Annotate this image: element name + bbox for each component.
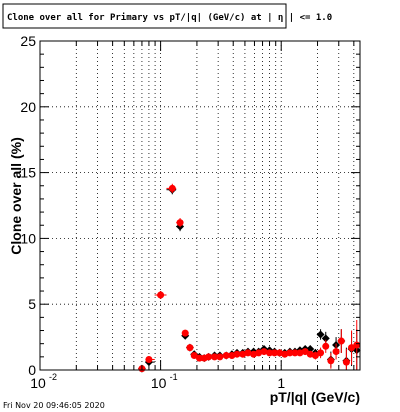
plot-frame <box>39 40 361 371</box>
timestamp-footer: Fri Nov 20 09:46:05 2020 <box>3 401 105 410</box>
data-point <box>233 350 241 358</box>
circle-marker <box>322 342 330 350</box>
circle-marker <box>337 337 345 345</box>
circle-marker <box>211 353 219 361</box>
y-tick-label: 5 <box>28 296 36 312</box>
data-point <box>322 339 330 353</box>
circle-marker <box>286 349 294 357</box>
data-point <box>205 353 213 361</box>
series-1 <box>138 183 361 373</box>
data-point <box>311 351 319 360</box>
data-point <box>216 353 224 361</box>
circle-marker <box>311 352 319 360</box>
data-point <box>211 353 219 361</box>
circle-marker <box>342 358 350 366</box>
data-point <box>145 355 155 363</box>
circle-marker <box>291 349 299 357</box>
title-box <box>2 3 287 29</box>
circle-marker <box>176 219 184 227</box>
y-tick-label: 0 <box>28 362 36 378</box>
circle-marker <box>181 329 189 337</box>
tick-layer <box>39 40 360 371</box>
circle-marker <box>216 353 224 361</box>
data-point <box>222 352 230 360</box>
data-point <box>296 349 304 357</box>
x-tick-label-exponent: -2 <box>49 372 57 382</box>
series-layer <box>137 183 361 373</box>
circle-marker <box>222 352 230 360</box>
data-point <box>190 352 198 360</box>
data-point <box>342 348 350 370</box>
circle-marker <box>266 349 274 357</box>
circle-marker <box>190 352 198 360</box>
x-tick-label: 1 <box>277 375 285 391</box>
data-point <box>317 347 325 359</box>
data-point <box>154 291 167 299</box>
data-point <box>255 349 263 357</box>
y-tick-label: 10 <box>20 230 36 246</box>
circle-marker <box>205 353 213 361</box>
y-tick-label: 20 <box>20 99 36 115</box>
data-point <box>353 319 361 370</box>
circle-marker <box>186 344 194 352</box>
data-point <box>166 183 177 193</box>
data-point <box>244 349 252 357</box>
chart-title: Clone over all for Primary vs pT/|q| (Ge… <box>7 12 332 23</box>
x-axis-title: pT/|q| (GeV/c) <box>270 389 360 405</box>
y-axis-title: Clone over all (%) <box>8 137 24 254</box>
circle-marker <box>255 349 263 357</box>
circle-marker <box>233 350 241 358</box>
diamond-marker <box>316 330 325 339</box>
data-point <box>181 329 189 337</box>
circle-marker <box>317 349 325 357</box>
circle-marker <box>145 355 153 363</box>
circle-marker <box>327 357 335 365</box>
y-tick-label: 15 <box>20 165 36 181</box>
circle-marker <box>332 348 340 356</box>
circle-marker <box>348 344 356 352</box>
data-point <box>260 348 268 356</box>
circle-marker <box>296 349 304 357</box>
circle-marker <box>271 349 279 357</box>
circle-marker <box>353 341 361 349</box>
data-point <box>327 352 335 369</box>
data-point <box>186 344 194 352</box>
x-tick-label-exponent: -1 <box>170 372 178 382</box>
circle-marker <box>244 349 252 357</box>
data-point <box>348 330 356 365</box>
diamond-marker <box>321 334 330 343</box>
y-tick-label: 25 <box>20 33 36 49</box>
x-tick-label: 10 <box>30 375 46 391</box>
circle-marker <box>168 184 176 192</box>
data-point <box>176 218 184 228</box>
x-tick-label: 10 <box>151 375 167 391</box>
data-point <box>332 343 340 360</box>
data-point <box>266 349 274 357</box>
circle-marker <box>260 348 268 356</box>
data-point <box>316 329 325 340</box>
grid-layer <box>39 41 360 370</box>
data-point <box>337 329 345 353</box>
circle-marker <box>157 291 165 299</box>
